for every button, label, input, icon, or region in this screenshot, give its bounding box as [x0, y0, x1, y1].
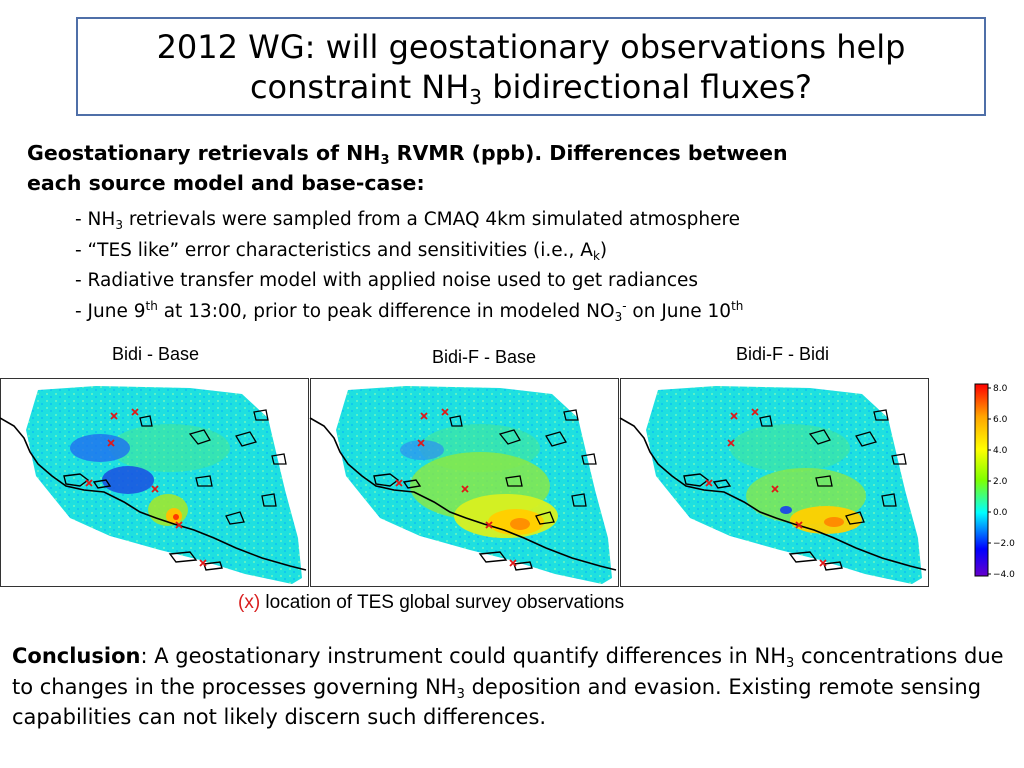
panel-label-bidi-base: Bidi - Base	[112, 344, 200, 364]
panel-label-bidif-bidi: Bidi-F - Bidi	[736, 344, 830, 364]
tes-markers	[705, 408, 827, 567]
legend-text: location of TES global survey observatio…	[260, 592, 625, 613]
colorbar-tick-label: 4.0	[993, 446, 1008, 456]
colorbar-tick-label: 0.0	[993, 508, 1008, 518]
title-line-2: constraint NH3 bidirectional fluxes?	[249, 67, 813, 109]
colorbar-tick-label: 2.0	[993, 477, 1008, 487]
title-line-1: 2012 WG: will geostationary observations…	[156, 27, 906, 66]
tes-markers	[85, 408, 207, 567]
bullet-item: - June 9th at 13:00, prior to peak diffe…	[75, 298, 744, 324]
tes-markers	[395, 408, 517, 567]
panel-label-bidif-base: Bidi-F - Base	[432, 347, 537, 367]
colorbar-tick-label: −2.0	[993, 539, 1015, 549]
map-panel-bidif-base	[309, 378, 620, 588]
bullet-list: - NH3 retrievals were sampled from a CMA…	[75, 205, 1015, 327]
map-panel-bidi-base	[0, 378, 310, 588]
bullet-item: - Radiative transfer model with applied …	[75, 270, 699, 291]
bullet-item: - NH3 retrievals were sampled from a CMA…	[75, 209, 741, 232]
legend-caption: (x) location of TES global survey observ…	[238, 592, 624, 614]
colorbar-tick-label: 8.0	[993, 384, 1008, 394]
conclusion-label: Conclusion	[12, 644, 141, 668]
colorbar-tick-label: −4.0	[993, 570, 1015, 580]
difference-maps	[0, 378, 930, 588]
section-heading: Geostationary retrievals of NH3 RVMR (pp…	[27, 141, 788, 195]
map-panel-bidif-bidi	[619, 378, 930, 588]
bullet-item: - “TES like” error characteristics and s…	[75, 239, 608, 263]
conclusion-paragraph: Conclusion: A geostationary instrument c…	[12, 644, 1004, 729]
colorbar: 8.0 6.0 4.0 2.0 0.0 −2.0 −4.0	[974, 383, 1015, 580]
tes-marker-label: (x)	[238, 592, 261, 613]
colorbar-gradient	[974, 383, 989, 577]
colorbar-tick-label: 6.0	[993, 415, 1008, 425]
slide-title: 2012 WG: will geostationary observations…	[76, 17, 986, 116]
